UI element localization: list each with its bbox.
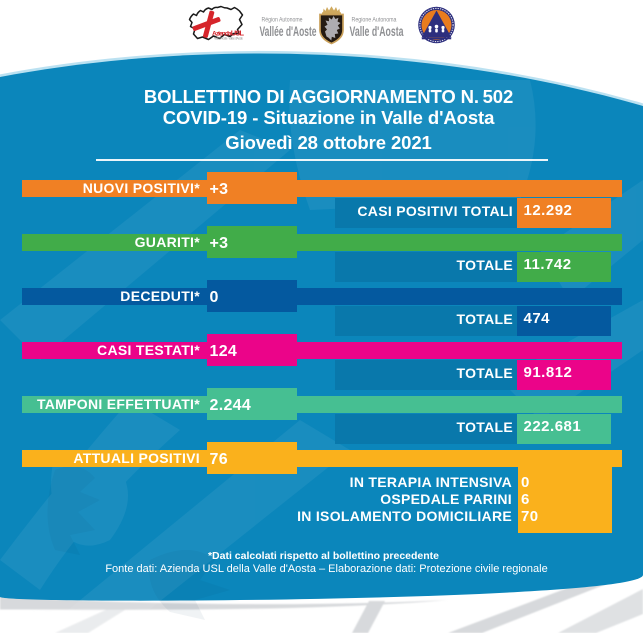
svg-text:Valle d'Aosta · Vallée d'Aoste: Valle d'Aosta · Vallée d'Aoste [214, 37, 243, 41]
svg-text:Regione Autonoma: Regione Autonoma [352, 17, 397, 24]
svg-text:Région Autonome: Région Autonome [262, 17, 303, 24]
svg-text:Valle d'Aosta: Valle d'Aosta [350, 24, 404, 39]
svg-text:Vallée d'Aoste: Vallée d'Aoste [260, 24, 317, 39]
svg-text:AziendaUSL: AziendaUSL [212, 29, 244, 38]
